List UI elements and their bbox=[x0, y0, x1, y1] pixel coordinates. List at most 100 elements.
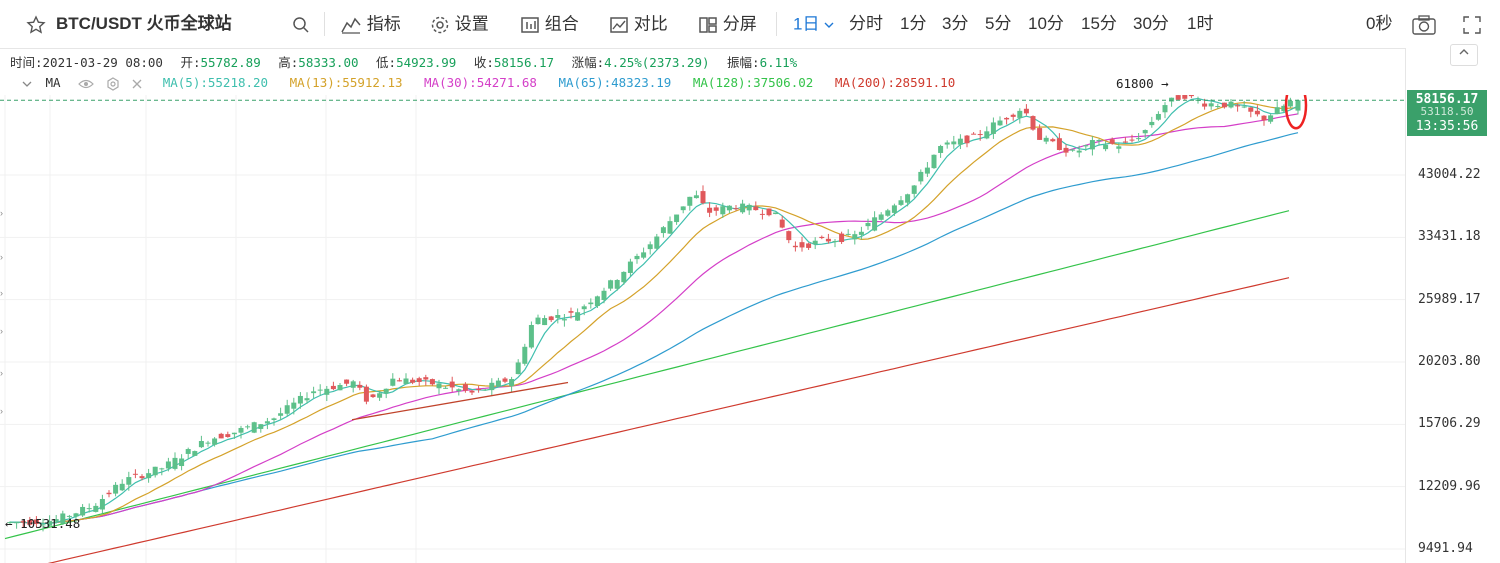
candle-down bbox=[396, 380, 402, 382]
candle-up bbox=[931, 154, 937, 169]
candle-up bbox=[53, 519, 59, 522]
candle-up bbox=[647, 244, 653, 250]
candle-up bbox=[297, 395, 303, 404]
split-screen-button[interactable]: 分屏 bbox=[698, 0, 757, 48]
search-icon[interactable] bbox=[292, 0, 310, 48]
candle-up bbox=[667, 221, 673, 234]
candle-down bbox=[964, 135, 970, 144]
candle-up bbox=[212, 438, 218, 445]
indicator-chart-icon bbox=[341, 17, 361, 34]
compare-icon bbox=[610, 16, 628, 33]
eye-icon[interactable] bbox=[78, 78, 94, 90]
high-marker-text: 61800 bbox=[1116, 76, 1154, 91]
candle-down bbox=[779, 219, 785, 228]
candle-up bbox=[634, 255, 640, 260]
high-marker: 61800 → bbox=[1116, 76, 1169, 91]
close-value: 58156.17 bbox=[493, 55, 555, 70]
favorite-star-icon[interactable] bbox=[26, 0, 46, 48]
candle-up bbox=[264, 421, 270, 424]
candle-down bbox=[225, 434, 231, 438]
period-30m[interactable]: 30分 bbox=[1133, 14, 1169, 33]
ma-settings-icon[interactable] bbox=[106, 76, 120, 91]
candle-up bbox=[93, 505, 99, 512]
period-3m[interactable]: 3分 bbox=[942, 14, 969, 33]
period-1m[interactable]: 1分 bbox=[900, 14, 927, 33]
candle-up bbox=[119, 483, 125, 491]
amplitude-value: 6.11% bbox=[759, 55, 798, 70]
candle-down bbox=[759, 213, 765, 215]
candle-up bbox=[674, 214, 680, 223]
candle-up bbox=[99, 498, 105, 510]
low-marker-text: 10531.48 bbox=[20, 516, 81, 531]
candlestick-chart[interactable] bbox=[0, 95, 1500, 563]
period-15m[interactable]: 15分 bbox=[1081, 14, 1117, 33]
candle-up bbox=[1070, 149, 1076, 151]
candle-up bbox=[7, 522, 13, 524]
period-time-sharing[interactable]: 分时 bbox=[849, 14, 883, 33]
candle-down bbox=[799, 242, 805, 248]
candle-up bbox=[1083, 145, 1089, 147]
candle-up bbox=[858, 231, 864, 235]
combo-button[interactable]: 组合 bbox=[520, 0, 579, 48]
candle-up bbox=[185, 449, 191, 454]
period-1d-dropdown[interactable]: 1日 bbox=[793, 0, 834, 48]
time-key: 时间: bbox=[10, 55, 43, 70]
period-10m[interactable]: 10分 bbox=[1028, 14, 1064, 33]
candle-up bbox=[311, 391, 317, 394]
candle-down bbox=[469, 390, 475, 393]
camera-icon[interactable] bbox=[1411, 0, 1437, 48]
left-arrow-icon: ← bbox=[5, 516, 21, 531]
close-icon[interactable] bbox=[131, 78, 143, 90]
moving-average-lines bbox=[4, 97, 1299, 563]
candle-down bbox=[449, 381, 455, 388]
fullscreen-icon[interactable] bbox=[1462, 0, 1482, 48]
candle-up bbox=[1295, 100, 1301, 111]
candle-down bbox=[363, 386, 369, 402]
change-key: 涨幅: bbox=[571, 55, 605, 70]
candle-up bbox=[641, 252, 647, 258]
candle-up bbox=[278, 413, 284, 416]
price-axis-label: 33431.18 bbox=[1418, 229, 1481, 245]
symbol-title[interactable]: BTC/USDT 火币全球站 bbox=[56, 14, 232, 33]
ma128-line bbox=[4, 210, 1290, 540]
candle-down bbox=[106, 492, 112, 495]
compare-button[interactable]: 对比 bbox=[609, 0, 668, 48]
candle-up bbox=[456, 389, 462, 392]
price-axis-label: 20203.80 bbox=[1418, 353, 1481, 369]
candle-up bbox=[126, 477, 132, 485]
candle-up bbox=[1281, 105, 1287, 112]
candle-up bbox=[1136, 138, 1142, 140]
collapse-chevron-icon[interactable] bbox=[22, 79, 32, 89]
settings-button[interactable]: 设置 bbox=[430, 0, 489, 48]
period-1h[interactable]: 1时 bbox=[1187, 14, 1214, 33]
period-5m[interactable]: 5分 bbox=[985, 14, 1012, 33]
candle-up bbox=[911, 185, 917, 194]
candle-up bbox=[146, 473, 152, 479]
candle-down bbox=[786, 231, 792, 241]
candle-up bbox=[291, 402, 297, 409]
candle-up bbox=[489, 382, 495, 391]
split-screen-icon bbox=[699, 16, 717, 33]
candle-up bbox=[165, 461, 171, 469]
candle-up bbox=[324, 388, 330, 395]
candle-up bbox=[436, 383, 442, 389]
candle-up bbox=[726, 205, 732, 211]
ma-title: MA bbox=[45, 75, 61, 90]
price-axis-label: 43004.22 bbox=[1418, 167, 1481, 182]
axis-top-button[interactable] bbox=[1450, 44, 1478, 66]
candle-up bbox=[720, 206, 726, 215]
candle-up bbox=[528, 324, 534, 348]
toolbar-divider bbox=[776, 12, 777, 36]
ma30-legend: MA(30):54271.68 bbox=[424, 75, 537, 90]
ma65-line bbox=[10, 132, 1299, 524]
candle-up bbox=[687, 196, 693, 206]
candle-down bbox=[713, 207, 719, 211]
candle-up bbox=[542, 318, 548, 326]
candle-down bbox=[1182, 95, 1188, 99]
indicators-button[interactable]: 指标 bbox=[340, 0, 401, 48]
candle-down bbox=[1063, 147, 1069, 153]
candle-up bbox=[304, 398, 310, 401]
close-key: 收: bbox=[473, 55, 494, 70]
candle-down bbox=[33, 519, 39, 524]
ma5-legend: MA(5):55218.20 bbox=[162, 75, 269, 90]
